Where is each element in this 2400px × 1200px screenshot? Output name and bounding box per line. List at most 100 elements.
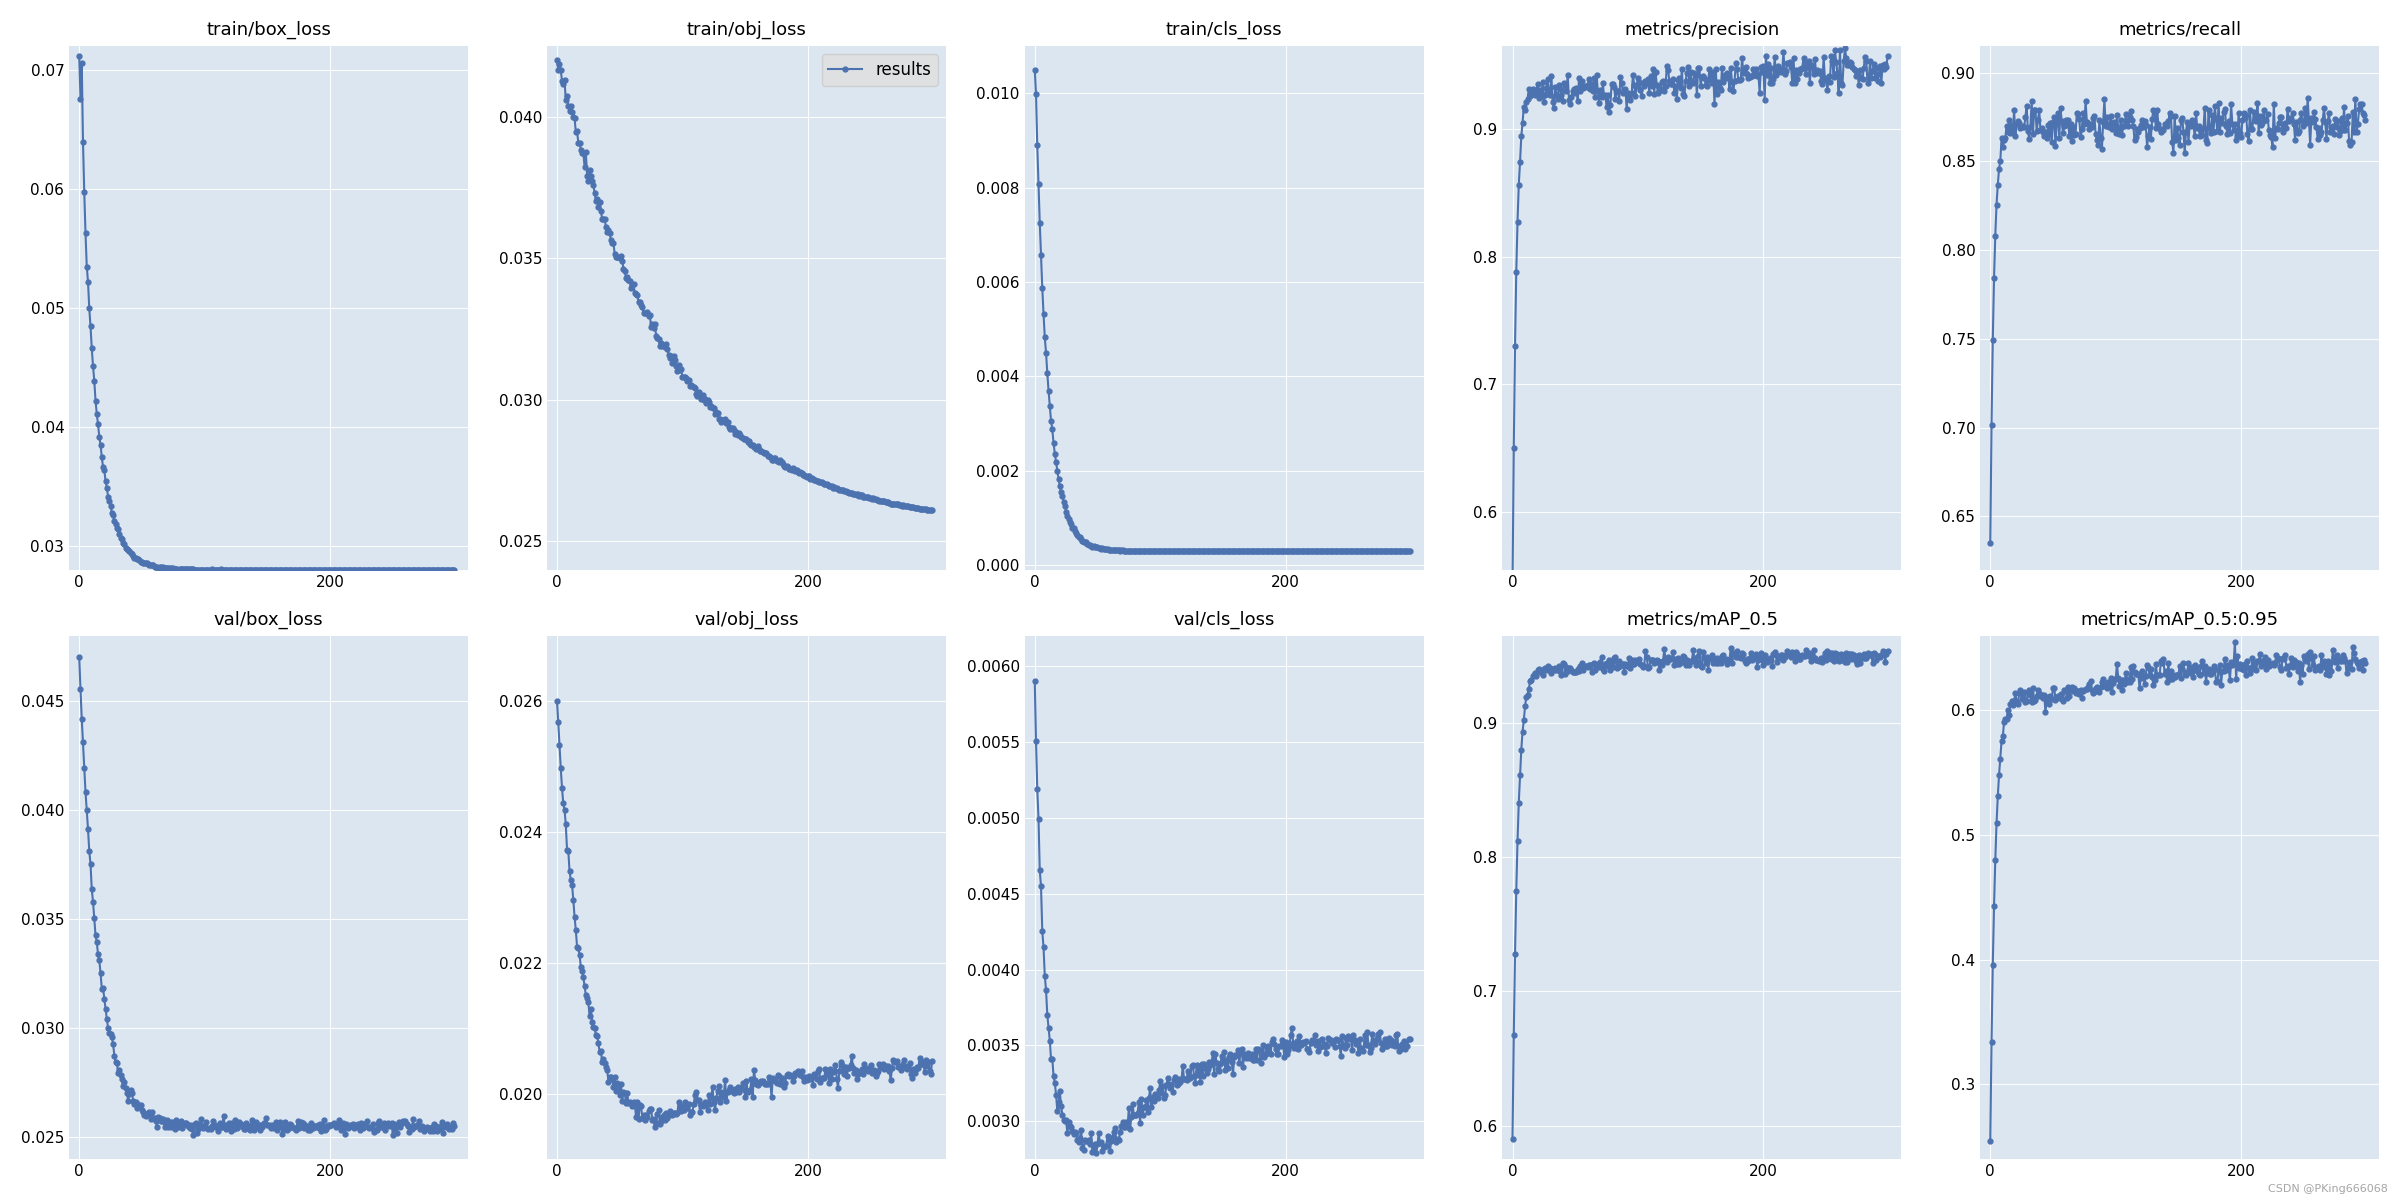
results [766, 1078, 794, 1092]
results [2206, 658, 2234, 672]
results [859, 1063, 888, 1078]
results [439, 563, 468, 577]
Title: val/obj_loss: val/obj_loss [694, 611, 799, 629]
results [1020, 674, 1049, 689]
results [859, 491, 888, 505]
results [1728, 50, 1757, 65]
results [439, 1120, 468, 1134]
results [1361, 544, 1390, 558]
results [288, 1116, 317, 1130]
results [1157, 544, 1186, 558]
results [1716, 641, 1745, 655]
results [773, 1067, 802, 1081]
results [2198, 665, 2227, 679]
results [1831, 41, 1860, 55]
results [288, 1115, 317, 1129]
results [917, 503, 946, 517]
results [1246, 544, 1274, 558]
Line: results: results [1510, 46, 1891, 592]
Title: metrics/recall: metrics/recall [2119, 20, 2242, 38]
results [1838, 61, 1867, 76]
results [1498, 582, 1526, 596]
results [1975, 1133, 2004, 1147]
results [1500, 440, 1529, 455]
results [1394, 544, 1423, 558]
results [1721, 650, 1750, 665]
results [1721, 73, 1750, 88]
results [67, 92, 96, 107]
results [1020, 62, 1049, 77]
results [2316, 120, 2345, 134]
Line: results: results [77, 54, 456, 572]
results [1728, 647, 1757, 661]
results [768, 1070, 797, 1085]
results [2294, 647, 2323, 661]
results [766, 455, 794, 469]
results [1978, 1036, 2006, 1050]
Line: results: results [1987, 640, 2369, 1144]
Title: val/cls_loss: val/cls_loss [1174, 611, 1274, 629]
results [545, 62, 574, 77]
results [406, 563, 434, 577]
results [67, 683, 96, 697]
results [1250, 544, 1279, 558]
results [65, 650, 94, 665]
results [1361, 1033, 1390, 1048]
results [1975, 536, 2004, 551]
results [1814, 70, 1843, 84]
results [1874, 49, 1903, 64]
results [295, 1118, 324, 1133]
results [2220, 635, 2249, 649]
results [2292, 116, 2321, 131]
Title: val/box_loss: val/box_loss [214, 611, 324, 629]
results [2206, 125, 2234, 139]
Legend: results: results [821, 54, 938, 85]
results [382, 1126, 410, 1140]
Title: train/cls_loss: train/cls_loss [1166, 20, 1282, 40]
results [773, 458, 802, 473]
results [382, 563, 410, 577]
results [1721, 56, 1750, 71]
results [1243, 1042, 1272, 1056]
Line: results: results [1510, 646, 1891, 1141]
results [1022, 86, 1051, 101]
results [1337, 1043, 1366, 1057]
Line: results: results [554, 58, 934, 512]
results [2352, 656, 2381, 671]
Title: metrics/precision: metrics/precision [1625, 20, 1778, 38]
results [1500, 1028, 1529, 1043]
results [1243, 544, 1272, 558]
Line: results: results [1987, 96, 2369, 546]
results [883, 497, 912, 511]
Line: results: results [554, 698, 934, 1129]
results [542, 694, 571, 708]
results [295, 563, 324, 577]
results [1978, 418, 2006, 432]
Title: metrics/mAP_0.5: metrics/mAP_0.5 [1625, 611, 1778, 629]
results [1246, 1043, 1274, 1057]
results [2198, 108, 2227, 122]
results [883, 1060, 912, 1074]
results [204, 563, 233, 577]
results [379, 1128, 408, 1142]
results [2294, 91, 2323, 106]
results [1082, 1146, 1111, 1160]
results [65, 49, 94, 64]
Line: results: results [1032, 679, 1411, 1156]
results [2198, 125, 2227, 139]
results [2198, 659, 2227, 673]
results [2352, 113, 2381, 127]
results [1838, 648, 1867, 662]
results [1498, 1132, 1526, 1146]
results [917, 1054, 946, 1068]
results [542, 53, 571, 67]
results [641, 1120, 670, 1134]
Title: metrics/mAP_0.5:0.95: metrics/mAP_0.5:0.95 [2081, 611, 2278, 629]
results [1337, 544, 1366, 558]
results [1723, 644, 1752, 659]
results [1394, 1032, 1423, 1046]
Line: results: results [77, 655, 456, 1138]
Title: train/obj_loss: train/obj_loss [686, 20, 806, 40]
results [766, 452, 794, 467]
results [288, 563, 317, 577]
